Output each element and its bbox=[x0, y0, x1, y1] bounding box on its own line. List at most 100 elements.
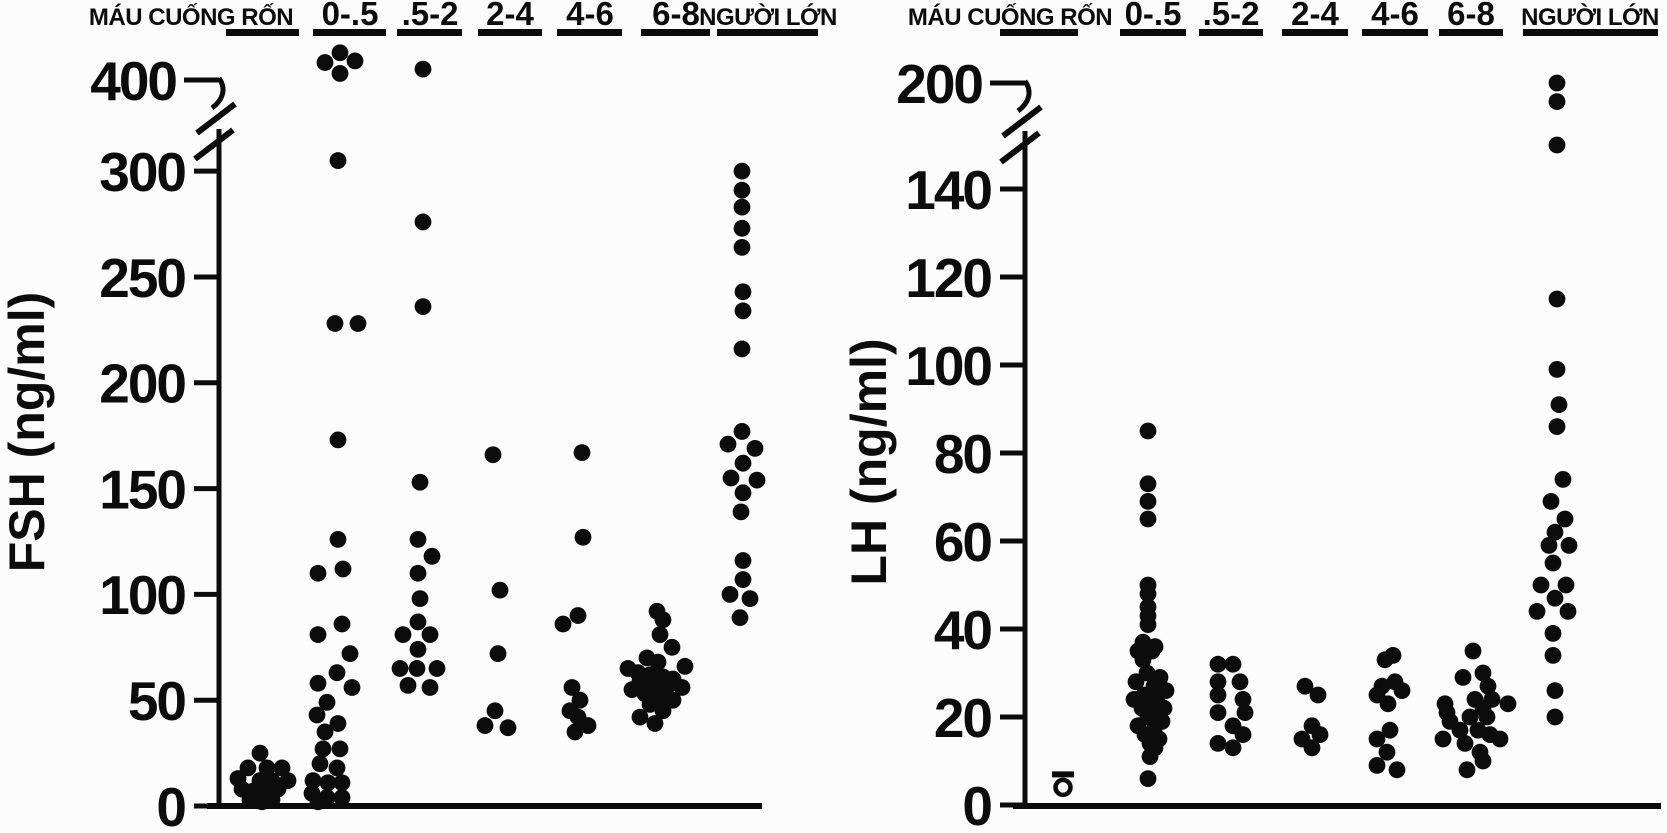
data-point bbox=[554, 615, 572, 633]
group-label: MÁU CUỐNG RỐN bbox=[908, 3, 1112, 31]
data-point bbox=[1546, 523, 1564, 541]
group-label: 2-4 bbox=[1291, 0, 1339, 32]
group-label: NGƯỜI LỚN bbox=[1521, 3, 1659, 31]
data-point bbox=[1311, 726, 1329, 743]
data-point bbox=[1559, 603, 1577, 620]
data-point bbox=[318, 693, 336, 711]
fsh-plot: FSH (ng/ml) 400 300 250 200 150 100 50 0 MÁU CUỐ… bbox=[0, 0, 837, 833]
data-point bbox=[316, 723, 334, 741]
data-point bbox=[491, 581, 509, 599]
data-point bbox=[258, 759, 276, 777]
group-label: 0-.5 bbox=[322, 0, 379, 32]
series-6-8 bbox=[619, 602, 694, 732]
data-point bbox=[1134, 651, 1152, 669]
data-point bbox=[304, 772, 322, 790]
group-underline bbox=[313, 29, 386, 36]
data-point bbox=[1139, 770, 1157, 787]
data-point bbox=[414, 60, 432, 78]
data-point bbox=[1303, 739, 1321, 757]
data-point bbox=[733, 423, 751, 440]
data-point bbox=[631, 708, 649, 726]
data-point bbox=[1491, 730, 1509, 748]
data-point bbox=[734, 283, 752, 301]
group-underline bbox=[397, 29, 462, 36]
data-point bbox=[733, 162, 751, 180]
data-point bbox=[733, 219, 751, 237]
data-point bbox=[316, 54, 334, 71]
data-point bbox=[414, 213, 432, 231]
data-point bbox=[1454, 669, 1472, 686]
y-tick-label: 80 bbox=[934, 423, 992, 485]
data-point bbox=[489, 645, 507, 663]
data-point bbox=[646, 674, 664, 692]
data-point bbox=[1309, 686, 1327, 704]
data-point bbox=[1499, 695, 1517, 713]
data-point bbox=[733, 198, 751, 216]
series-MÁU CUỐNG RỐN bbox=[229, 744, 297, 811]
axis-break-slash bbox=[1001, 104, 1043, 139]
series-.5-2 bbox=[391, 60, 446, 696]
lh-axis-title: LH (ng/ml) bbox=[841, 338, 897, 585]
data-point bbox=[1540, 537, 1558, 554]
data-point bbox=[309, 793, 327, 811]
data-point bbox=[1451, 721, 1469, 739]
data-point bbox=[308, 706, 326, 724]
data-point bbox=[1224, 739, 1242, 757]
data-point bbox=[329, 530, 347, 548]
series-4-6 bbox=[1368, 647, 1411, 779]
series-NGƯỜI LỚN bbox=[1528, 74, 1578, 726]
data-point bbox=[394, 626, 412, 643]
data-point bbox=[329, 152, 347, 169]
data-point bbox=[319, 774, 337, 792]
data-point bbox=[349, 315, 367, 332]
series-0-.5 bbox=[1125, 422, 1175, 787]
axis-break-slash bbox=[195, 101, 237, 136]
data-point bbox=[1478, 708, 1496, 726]
data-point bbox=[748, 471, 766, 489]
y-tick-label: 120 bbox=[905, 247, 991, 309]
fsh-axis-title: FSH (ng/ml) bbox=[0, 292, 55, 573]
data-point bbox=[1139, 493, 1157, 510]
group-label: 4-6 bbox=[566, 0, 614, 32]
data-point bbox=[651, 626, 669, 643]
data-point bbox=[1456, 735, 1474, 752]
y-tick-label: 250 bbox=[99, 247, 185, 309]
y-tick-label: 20 bbox=[934, 687, 992, 749]
data-point bbox=[654, 702, 672, 720]
data-point bbox=[1379, 695, 1397, 713]
series-4-6 bbox=[554, 444, 597, 741]
data-point bbox=[1209, 673, 1227, 691]
data-point bbox=[1548, 418, 1566, 435]
data-point bbox=[409, 530, 427, 548]
group-underline bbox=[1000, 29, 1078, 36]
cord-open-circle-marker bbox=[1053, 777, 1073, 798]
data-point bbox=[1544, 554, 1562, 572]
group-underline bbox=[226, 29, 299, 36]
data-point bbox=[1139, 422, 1157, 440]
data-point bbox=[411, 590, 429, 608]
data-point bbox=[1458, 761, 1476, 779]
data-point bbox=[333, 789, 351, 806]
data-point bbox=[411, 473, 429, 491]
data-point bbox=[253, 793, 271, 811]
data-point bbox=[563, 679, 581, 696]
series-2-4 bbox=[1293, 677, 1329, 757]
data-point bbox=[331, 44, 349, 62]
data-point bbox=[328, 759, 346, 777]
data-point bbox=[309, 564, 327, 582]
data-point bbox=[1474, 664, 1492, 682]
data-point bbox=[309, 674, 327, 692]
data-point bbox=[1474, 752, 1492, 770]
data-point bbox=[1550, 396, 1568, 413]
series-.5-2 bbox=[1209, 655, 1254, 757]
data-point bbox=[346, 52, 364, 70]
data-point bbox=[1209, 704, 1227, 721]
data-point bbox=[329, 715, 347, 732]
data-point bbox=[721, 585, 739, 603]
data-point bbox=[654, 611, 672, 629]
data-point bbox=[408, 660, 426, 677]
group-underline bbox=[1362, 29, 1428, 36]
data-point bbox=[646, 715, 664, 732]
y-tick-label: 300 bbox=[99, 141, 185, 203]
